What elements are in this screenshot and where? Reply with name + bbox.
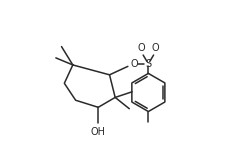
Text: OH: OH — [91, 127, 106, 137]
Text: O: O — [151, 43, 159, 53]
Text: S: S — [145, 59, 152, 69]
Text: O: O — [131, 59, 138, 69]
Text: O: O — [138, 43, 146, 53]
